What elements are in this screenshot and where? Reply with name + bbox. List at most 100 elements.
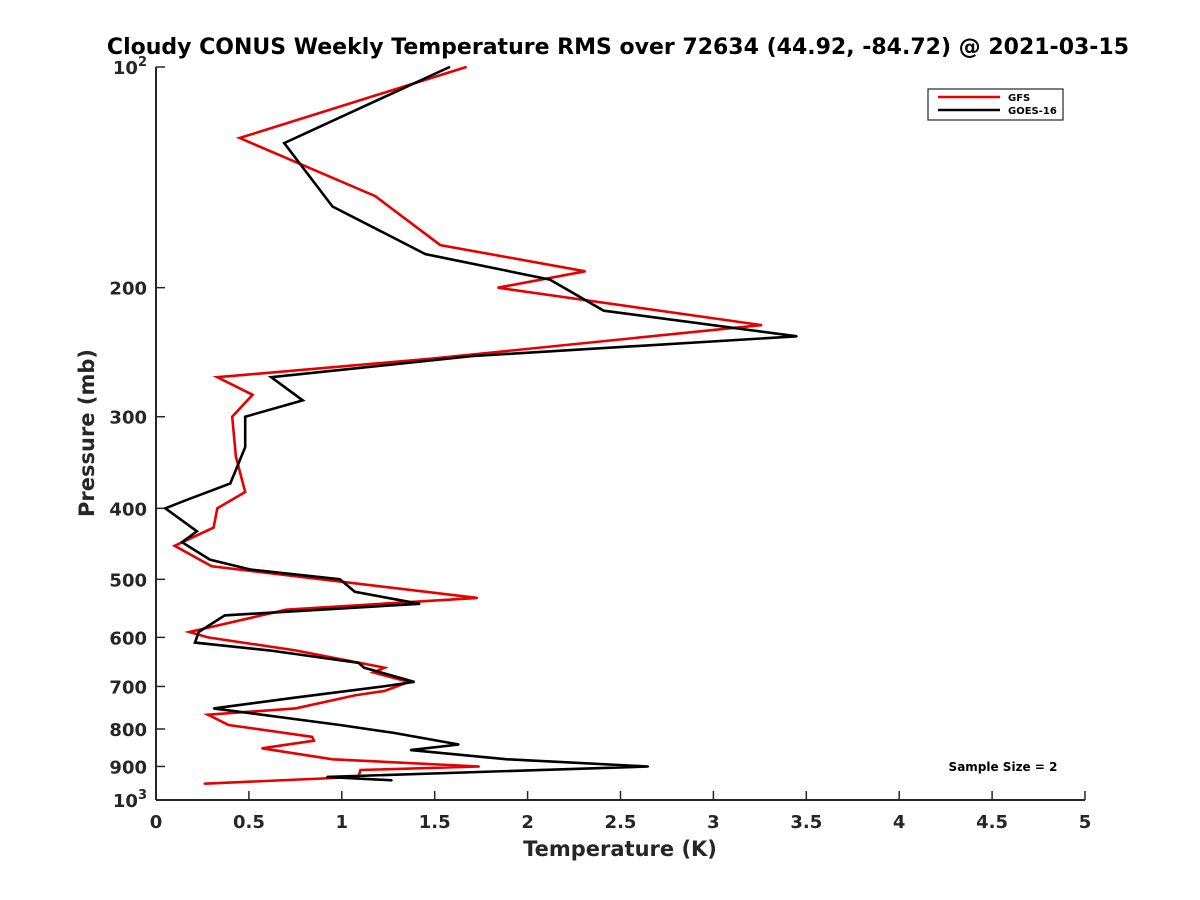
data-point-goes16	[448, 66, 451, 68]
data-point-gfs	[476, 597, 479, 599]
data-point-gfs	[311, 736, 313, 738]
data-point-goes16	[294, 696, 297, 699]
chart-title: Cloudy CONUS Weekly Temperature RMS over…	[107, 35, 1129, 60]
data-point-goes16	[339, 724, 341, 726]
data-point-gfs	[210, 565, 213, 568]
data-point-gfs	[383, 690, 386, 692]
legend-box	[927, 88, 1064, 121]
data-point-goes16	[363, 666, 365, 669]
data-point-gfs	[478, 765, 481, 768]
data-point-goes16	[229, 482, 232, 485]
data-point-gfs	[372, 671, 375, 674]
legend-label-goes16: GOES-16	[1008, 106, 1057, 117]
data-point-goes16	[796, 335, 798, 338]
data-point-goes16	[223, 614, 226, 617]
data-point-gfs	[285, 608, 287, 611]
data-point-gfs	[203, 782, 206, 785]
sample-size-annotation: Sample Size = 2	[949, 760, 1058, 774]
data-point-goes16	[212, 707, 215, 710]
y-tick-label: 500	[109, 570, 147, 591]
series-goes16	[162, 65, 798, 782]
data-point-gfs	[244, 491, 246, 493]
y-tick-label: 400	[109, 499, 147, 520]
y-tick-label: 300	[109, 408, 147, 429]
data-point-goes16	[283, 142, 286, 144]
data-point-goes16	[458, 743, 460, 746]
data-point-goes16	[549, 278, 551, 281]
data-point-gfs	[354, 694, 356, 697]
y-tick-label: 102	[113, 55, 147, 79]
data-point-goes16	[413, 681, 416, 683]
x-ticks: 0 0.5 1 1.5 2 2.5 3 3.5 4 4.5 5	[150, 791, 1091, 833]
data-point-goes16	[471, 355, 473, 357]
y-axis-label: Pressure (mb)	[75, 349, 99, 517]
data-point-goes16	[244, 415, 246, 418]
y-tick-exponent: 3	[138, 788, 147, 803]
data-point-goes16	[381, 685, 384, 688]
data-point-gfs	[331, 758, 334, 761]
data-point-goes16	[244, 446, 246, 448]
data-point-gfs	[216, 507, 219, 510]
data-point-goes16	[209, 558, 211, 561]
data-point-goes16	[339, 578, 341, 581]
data-point-goes16	[357, 662, 360, 664]
series-gfs	[171, 65, 763, 785]
x-tick-label: 4	[893, 812, 906, 833]
y-tick-base: 10	[113, 58, 138, 79]
series-line-goes16	[162, 65, 798, 782]
data-point-gfs	[294, 707, 297, 710]
data-point-gfs	[374, 195, 377, 197]
y-tick-label: 700	[109, 677, 147, 698]
data-point-goes16	[424, 253, 427, 255]
series-line-gfs	[171, 65, 762, 785]
legend-label-gfs: GFS	[1008, 93, 1030, 104]
data-point-goes16	[197, 631, 200, 633]
data-point-goes16	[302, 399, 304, 402]
data-point-goes16	[409, 749, 412, 751]
data-point-gfs	[251, 394, 254, 396]
data-point-gfs	[383, 666, 386, 669]
y-tick-label: 200	[109, 279, 147, 300]
x-tick-label: 3.5	[790, 812, 822, 833]
data-point-goes16	[268, 649, 271, 652]
data-point-gfs	[173, 545, 176, 547]
data-point-gfs	[313, 739, 315, 742]
data-point-goes16	[326, 776, 328, 778]
data-point-gfs	[465, 66, 468, 68]
data-point-goes16	[647, 765, 650, 768]
series-layer	[162, 65, 798, 785]
y-tick-label: 800	[109, 720, 147, 741]
data-point-goes16	[354, 591, 356, 593]
data-point-goes16	[419, 603, 421, 605]
data-point-gfs	[231, 415, 233, 418]
data-point-goes16	[250, 568, 252, 571]
data-point-gfs	[188, 631, 191, 633]
data-point-gfs	[227, 724, 230, 726]
data-point-goes16	[603, 309, 605, 312]
data-point-goes16	[196, 530, 198, 533]
data-point-gfs	[497, 286, 499, 289]
data-point-goes16	[270, 376, 273, 379]
x-tick-label: 1.5	[419, 812, 451, 833]
data-point-goes16	[194, 641, 196, 644]
data-point-gfs	[207, 713, 209, 716]
y-tick-label: 900	[109, 757, 147, 778]
x-tick-label: 0	[150, 812, 163, 833]
data-point-goes16	[184, 499, 187, 502]
data-point-goes16	[181, 541, 183, 543]
data-point-gfs	[261, 747, 263, 750]
y-tick-exponent: 2	[138, 55, 147, 70]
data-point-goes16	[391, 779, 393, 782]
data-point-gfs	[212, 526, 215, 529]
data-point-gfs	[359, 769, 362, 771]
y-tick-label: 103	[113, 788, 147, 812]
data-point-goes16	[506, 758, 509, 761]
x-tick-label: 4.5	[976, 812, 1008, 833]
data-point-gfs	[238, 137, 241, 139]
y-tick-label: 600	[109, 628, 147, 649]
data-point-gfs	[207, 636, 209, 639]
data-point-gfs	[584, 270, 586, 273]
data-point-gfs	[235, 455, 237, 458]
x-tick-label: 3	[707, 812, 720, 833]
